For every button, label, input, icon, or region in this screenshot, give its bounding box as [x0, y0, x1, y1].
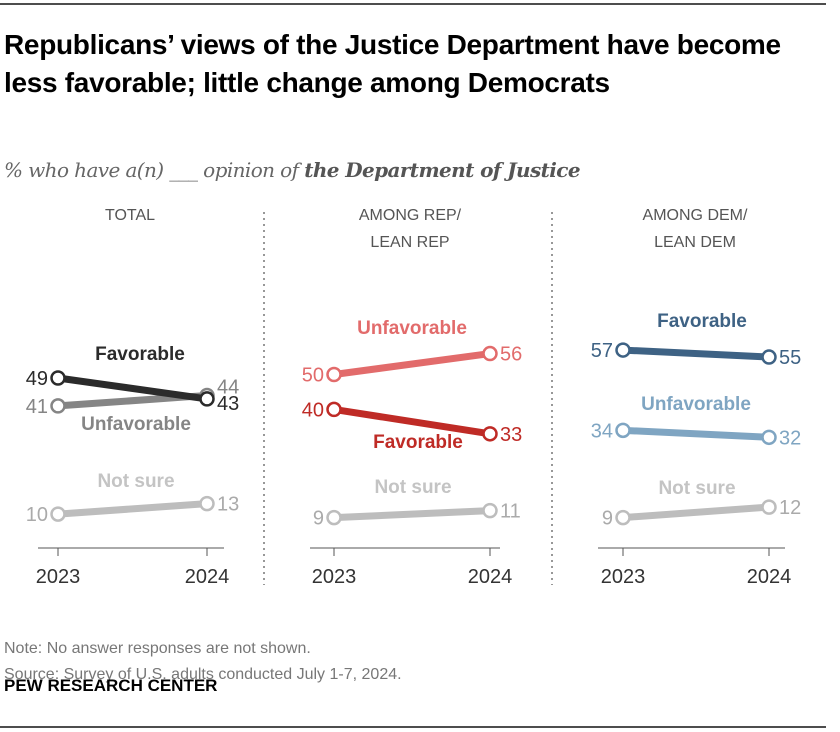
series-name-label: Favorable: [373, 432, 463, 453]
data-label: 33: [500, 424, 522, 446]
data-point: [761, 349, 777, 365]
data-label: 43: [217, 393, 239, 415]
data-point: [482, 426, 498, 442]
data-point: [326, 366, 342, 383]
subtitle-emphasis: the Department of Justice: [304, 158, 580, 182]
series-line-favorable: [57, 374, 208, 403]
series-line-unfavorable: [622, 426, 770, 441]
data-point: [199, 391, 215, 407]
series-line-unfavorable: [333, 350, 491, 378]
series-name-label: Favorable: [95, 344, 185, 365]
data-point: [615, 342, 631, 358]
subtitle-prefix: % who have a(n) ___ opinion of: [4, 158, 305, 182]
data-point: [50, 370, 66, 386]
panel-header: TOTAL: [105, 207, 155, 224]
data-label: 50: [302, 365, 324, 387]
note-text: Note: No answer responses are not shown.: [4, 640, 311, 657]
data-label: 57: [591, 340, 613, 362]
data-label: 34: [591, 420, 613, 442]
x-tick-label: 2023: [601, 566, 646, 588]
chart-subtitle: % who have a(n) ___ opinion of the Depar…: [4, 158, 581, 182]
data-point: [50, 506, 66, 522]
data-point: [482, 345, 498, 362]
series-line-favorable: [333, 405, 491, 438]
data-label: 49: [26, 368, 48, 390]
panel-header: AMONG DEM/: [643, 207, 748, 224]
data-label: 40: [302, 399, 324, 421]
brand-label: PEW RESEARCH CENTER: [4, 676, 218, 695]
data-label: 13: [217, 494, 239, 516]
series-name-label: Favorable: [657, 311, 747, 332]
series-line-favorable: [622, 346, 770, 361]
data-label: 32: [779, 427, 801, 449]
series-name-label: Unfavorable: [641, 394, 751, 415]
x-tick-label: 2024: [468, 566, 513, 588]
data-point: [615, 422, 631, 439]
series-name-label: Not sure: [97, 471, 174, 492]
series-line-not-sure: [57, 500, 208, 518]
x-tick-label: 2024: [185, 566, 230, 588]
x-tick-label: 2024: [747, 566, 792, 588]
panel-header: LEAN REP: [370, 234, 449, 251]
data-label: 41: [26, 396, 48, 418]
data-label: 12: [779, 497, 801, 519]
data-point: [761, 429, 777, 446]
series-name-label: Not sure: [658, 478, 735, 499]
top-rule: [0, 3, 826, 5]
data-label: 9: [602, 508, 613, 530]
chart-title: Republicans’ views of the Justice Depart…: [4, 29, 781, 98]
data-label: 44: [217, 376, 239, 398]
data-point: [761, 499, 777, 515]
data-label: 55: [779, 347, 801, 369]
panel-header: AMONG REP/: [359, 207, 462, 224]
series-name-label: Not sure: [374, 477, 451, 498]
bottom-rule: [0, 726, 826, 728]
data-point: [326, 509, 342, 526]
series-name-label: Unfavorable: [81, 414, 191, 435]
data-point: [50, 398, 66, 414]
data-label: 9: [313, 508, 324, 530]
x-tick-label: 2023: [312, 566, 357, 588]
data-point: [326, 401, 342, 418]
panel-header: LEAN DEM: [654, 234, 736, 251]
series-line-not-sure: [622, 503, 770, 522]
source-text: Source: Survey of U.S. adults conducted …: [4, 666, 402, 683]
data-label: 11: [500, 501, 521, 523]
data-point: [199, 495, 215, 512]
data-point: [615, 509, 631, 526]
series-name-label: Unfavorable: [357, 318, 467, 339]
series-line-not-sure: [333, 507, 491, 522]
data-label: 56: [500, 344, 522, 366]
data-point: [482, 502, 498, 519]
footnotes: Note: No answer responses are not shown.…: [4, 636, 402, 688]
data-label: 10: [26, 504, 48, 526]
x-tick-label: 2023: [36, 566, 81, 588]
chart-area: TOTAL 2023 2024 49 43 Favorable 41 44 Unfavorabl…: [26, 207, 802, 588]
